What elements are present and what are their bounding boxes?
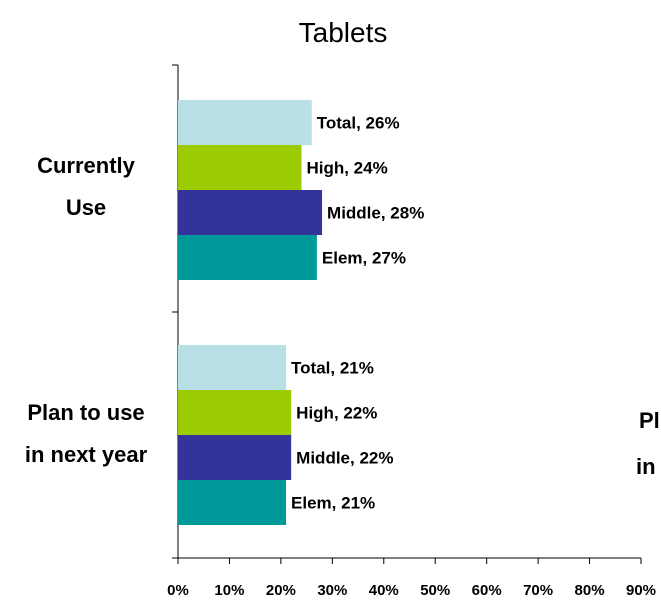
data-label: Elem, 27%: [322, 249, 406, 268]
data-label: High, 22%: [296, 404, 377, 423]
data-label: Middle, 22%: [296, 449, 393, 468]
cutoff-label: in: [636, 454, 656, 479]
bar-total-2: [178, 345, 287, 390]
x-tick-labels: 0% 10% 20% 30% 40% 50% 60% 70% 80% 90%: [167, 582, 656, 599]
category-label: Currently: [37, 153, 136, 178]
x-tick-label: 10%: [214, 582, 244, 599]
category-label: in next year: [25, 442, 148, 467]
data-label: Elem, 21%: [291, 494, 375, 513]
chart-title: Tablets: [299, 17, 388, 48]
category-labels: Currently Use Plan to use in next year: [25, 153, 148, 467]
bar-high-2: [178, 390, 292, 435]
category-label: Plan to use: [27, 400, 144, 425]
category-label: Use: [66, 195, 106, 220]
x-tick-label: 0%: [167, 582, 189, 599]
bar-high-1: [178, 145, 302, 190]
bar-elem-2: [178, 480, 287, 525]
x-tick-label: 80%: [575, 582, 605, 599]
x-tick-label: 70%: [523, 582, 553, 599]
x-tick-label: 30%: [317, 582, 347, 599]
data-label: Total, 21%: [291, 359, 374, 378]
bar-total-1: [178, 100, 312, 145]
bar-elem-1: [178, 235, 317, 280]
x-tick-label: 50%: [420, 582, 450, 599]
data-label: Middle, 28%: [327, 204, 424, 223]
x-tick-label: 40%: [369, 582, 399, 599]
cutoff-label: Pl: [639, 408, 660, 433]
bar-middle-2: [178, 435, 292, 480]
x-tick-label: 90%: [626, 582, 656, 599]
data-labels: Total, 26% High, 24% Middle, 28% Elem, 27% T…: [291, 114, 424, 513]
x-tick-label: 20%: [266, 582, 296, 599]
data-label: Total, 26%: [317, 114, 400, 133]
bar-middle-1: [178, 190, 323, 235]
bars: [178, 100, 323, 525]
x-tick-label: 60%: [472, 582, 502, 599]
data-label: High, 24%: [306, 159, 387, 178]
cutoff-text: Pl in: [636, 408, 660, 479]
